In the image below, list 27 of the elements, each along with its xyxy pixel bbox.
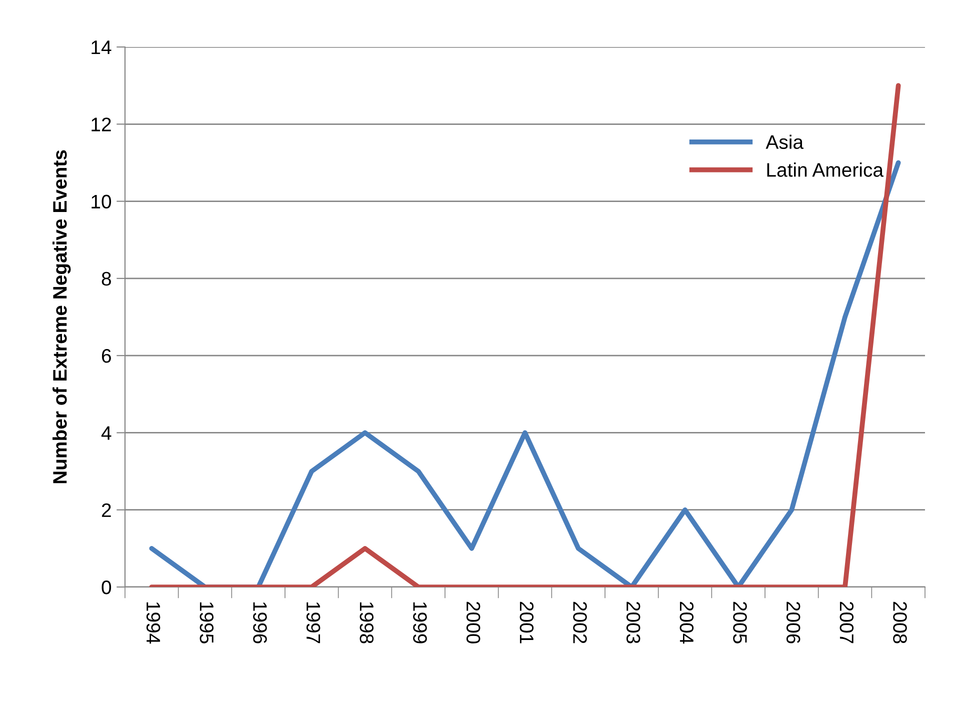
y-tick-label: 12 [92, 118, 111, 132]
x-tick-label: 2006 [786, 602, 800, 644]
x-tick-label: 1994 [146, 602, 160, 644]
y-tick-label: 2 [102, 503, 111, 517]
y-tick-label: 6 [102, 349, 111, 363]
x-tick-label: 1995 [200, 602, 214, 644]
legend-label: Latin America [767, 162, 884, 177]
y-tick-label: 8 [102, 272, 111, 286]
x-tick-label: 1996 [253, 602, 267, 644]
y-tick-label: 0 [102, 580, 112, 594]
y-axis-title: Number of Extreme Negative Events [52, 150, 71, 484]
x-tick-label: 2005 [733, 602, 747, 644]
x-tick-label: 1998 [360, 602, 374, 644]
x-tick-label: 2000 [466, 602, 480, 644]
x-tick-label: 1999 [413, 602, 427, 644]
legend-label: Asia [766, 134, 804, 149]
x-tick-label: 2004 [680, 602, 694, 644]
x-tick-label: 1997 [306, 602, 320, 644]
x-tick-label: 2002 [573, 602, 587, 644]
x-tick-label: 2001 [520, 602, 534, 644]
y-tick-label: 4 [101, 426, 112, 440]
y-tick-label: 10 [92, 194, 112, 209]
line-series [149, 160, 901, 587]
x-tick-label: 2003 [626, 602, 640, 644]
x-tick-label: 2008 [893, 602, 907, 644]
y-tick-label: 14 [92, 40, 112, 54]
x-tick-label: 2007 [840, 602, 854, 644]
